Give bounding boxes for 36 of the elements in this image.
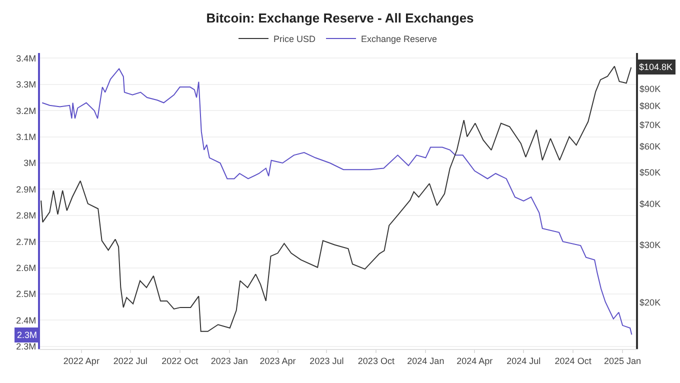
y2-tick-label: $60K (640, 142, 661, 152)
x-tick-label: 2025 Jan (604, 356, 642, 366)
y-tick-label: 2.3M (16, 342, 36, 352)
y-tick-label: 3.4M (16, 53, 36, 64)
y-tick-label: 3M (24, 158, 36, 168)
x-tick-label: 2022 Jul (113, 356, 148, 366)
legend-label: Price USD (274, 34, 316, 44)
y2-tick-label: $90K (640, 84, 661, 94)
y2-tick-label: $50K (640, 168, 661, 178)
x-tick-label: 2022 Oct (162, 356, 199, 366)
x-tick-label: 2023 Jul (310, 356, 344, 366)
y2-tick-label: $70K (640, 120, 661, 130)
y-tick-label: 2.9M (16, 184, 36, 194)
y-tick-label: 3.2M (16, 106, 36, 116)
y-tick-label: 3.1M (16, 132, 36, 142)
y-tick-label: 3.3M (16, 80, 36, 90)
text: $104.8K (639, 62, 673, 72)
x-tick-label: 2024 Jan (407, 356, 444, 366)
y-tick-label: 2.4M (16, 315, 36, 326)
legend-label: Exchange Reserve (361, 34, 438, 44)
y2-tick-label: $20K (640, 298, 661, 308)
y-tick-label: 2.5M (16, 289, 36, 300)
x-tick-label: 2023 Jan (210, 356, 248, 366)
x-tick-label: 2022 Apr (63, 356, 100, 366)
y2-tick-label: $80K (640, 100, 661, 111)
x-tick-label: 2024 Jul (506, 356, 541, 366)
y2-tick-label: $30K (640, 240, 661, 250)
y-tick-label: 2.7M (16, 236, 36, 247)
chart-title: Bitcoin: Exchange Reserve - All Exchanges (206, 10, 474, 26)
y2-tick-label: $40K (640, 199, 661, 210)
x-tick-label: 2023 Oct (358, 356, 395, 366)
x-tick-label: 2024 Oct (554, 356, 592, 366)
y-tick-label: 2.6M (16, 262, 36, 273)
x-tick-label: 2023 Apr (260, 356, 296, 366)
x-tick-label: 2024 Apr (456, 356, 493, 366)
y-tick-label: 2.8M (16, 210, 36, 221)
